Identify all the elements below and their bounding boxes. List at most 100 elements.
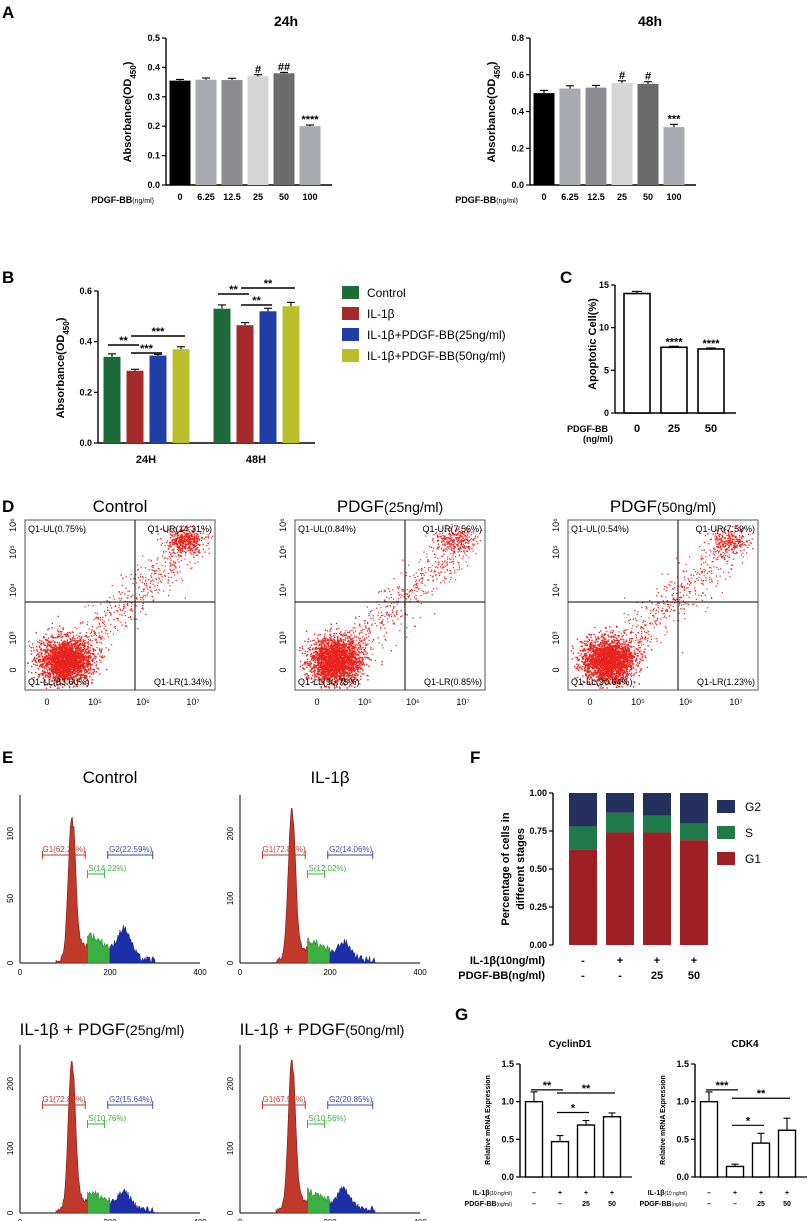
flow-plot-2-dot-ll <box>327 654 330 656</box>
flow-plot-2-dot-ll <box>329 634 332 636</box>
flow-plot-1-dot-mid <box>144 588 146 590</box>
flow-plot-2-dot-ll <box>335 657 338 660</box>
flow-plot-1-dot-ur <box>183 529 185 532</box>
flow-plot-1-dot-ur <box>181 536 183 538</box>
flow-plot-1-dot-ll <box>60 656 62 658</box>
flow-plot-2-dot-ll <box>320 651 322 654</box>
flow-plot-1-dot-ur <box>174 534 177 536</box>
chart-a-24h-y-tick-label: 0.5 <box>147 33 160 43</box>
flow-plot-1-dot-mid <box>156 578 158 580</box>
flow-plot-1-dot-ll <box>85 650 87 653</box>
flow-plot-2-dot-ll <box>351 662 354 664</box>
flow-plot-1-dot-ll <box>56 658 58 660</box>
flow-plot-2-dot-ll <box>340 674 342 676</box>
flow-plot-1-dot-ll <box>66 641 68 643</box>
flow-plot-2-dot-ll <box>338 671 341 673</box>
flow-plot-1-dot-mid <box>99 650 101 652</box>
flow-plot-1-dot-mid <box>96 627 98 629</box>
flow-plot-2-dot-ll <box>342 657 344 659</box>
flow-plot-1-dot-ll <box>50 651 52 654</box>
flow-plot-1-dot-mid <box>167 580 169 582</box>
flow-plot-2-dot-ll <box>302 668 305 670</box>
flow-plot-1-dot-ll <box>57 630 59 632</box>
flow-plot-2-dot-ll <box>339 647 342 649</box>
flow-plot-1-dot-mid <box>150 580 152 583</box>
flow-plot-2-dot-ll <box>315 650 317 653</box>
flow-plot-2-dot-ll <box>325 655 327 658</box>
flow-plot-1-dot-ll <box>61 635 64 638</box>
flow-plot-2-dot-ll <box>367 679 369 681</box>
flow-plot-1-dot-ll <box>75 676 78 678</box>
flow-plot-1-dot-ll <box>56 673 59 675</box>
flow-plot-1-dot-ll <box>74 682 76 685</box>
flow-plot-1-dot-mid <box>148 579 150 581</box>
flow-plot-2-dot-ll <box>356 653 359 655</box>
flow-plot-1-dot-ll <box>48 673 50 676</box>
flow-plot-1-dot-mid <box>147 592 149 594</box>
flow-plot-1-dot-ll <box>51 656 54 658</box>
flow-plot-1-dot-ur <box>175 538 178 540</box>
flow-plot-1-dot-ll <box>82 646 85 649</box>
flow-plot-2-dot-ll <box>354 657 357 659</box>
flow-plot-1-dot-ur <box>180 548 182 551</box>
chart-a-48h-x-tick-label: 50 <box>643 192 653 202</box>
flow-plot-1-dot-ll <box>70 659 72 661</box>
flow-plot-1-dot-mid <box>85 659 87 661</box>
flow-plot-1-dot-ll <box>82 639 84 641</box>
flow-plot-2-dot-ll <box>317 673 319 675</box>
flow-plot-1-dot-ll <box>87 663 89 666</box>
flow-plot-2-dot-ll <box>301 648 304 650</box>
flow-plot-1-dot-ll <box>95 671 98 673</box>
flow-plot-1-dot-mid <box>107 636 109 638</box>
flow-plot-1-dot-ll <box>33 658 35 660</box>
flow-plot-1-dot-mid <box>63 644 65 646</box>
flow-plot-2-title: PDGF(25ng/ml) <box>337 497 443 516</box>
flow-plot-1-dot-ur <box>190 535 192 538</box>
flow-plot-1-dot-ll <box>57 674 60 677</box>
flow-plot-1-dot-ll <box>69 646 72 648</box>
flow-plot-1-dot-mid <box>131 603 133 605</box>
flow-plot-2-dot-ll <box>327 679 329 681</box>
flow-plot-1-dot-ur <box>174 542 177 545</box>
flow-plot-1-dot-ll <box>53 683 55 685</box>
flow-plot-1-dot-ll <box>65 633 68 635</box>
flow-plot-1-dot-mid <box>152 600 154 602</box>
flow-plot-1-dot-ur <box>171 535 174 537</box>
flow-plot-1-dot-ll <box>91 660 94 662</box>
flow-plot-2-dot-ll <box>314 669 316 672</box>
flow-plot-1-dot-ur <box>189 547 191 549</box>
flow-plot-1-dot-ll <box>51 655 54 657</box>
flow-plot-1-dot-ll <box>89 639 91 642</box>
flow-plot-1-dot-ur <box>192 532 195 534</box>
flow-plot-1-dot-ll <box>85 655 87 657</box>
flow-plot-1-dot-mid <box>148 569 150 571</box>
flow-plot-1-dot-mid <box>100 661 102 663</box>
flow-plot-1-dot-mid <box>150 580 152 582</box>
flow-plot-2-dot-ll <box>323 678 326 680</box>
flow-plot-1-dot-mid <box>163 550 165 552</box>
flow-plot-1-dot-ll <box>66 672 69 674</box>
flow-plot-1-dot-ll <box>88 675 91 678</box>
flow-plot-1-dot-ll <box>60 666 62 669</box>
flow-plot-1-dot-ll <box>72 667 75 669</box>
flow-plot-1-dot-ll <box>80 646 82 649</box>
flow-plot-2-dot-ll <box>361 668 363 670</box>
flow-plot-1-dot-ll <box>61 654 63 656</box>
flow-plot-1-dot-ll <box>53 662 56 664</box>
flow-plot-1-dot-ll <box>73 663 76 665</box>
flow-plot-1-dot-ll <box>74 641 77 643</box>
flow-plot-1-dot-mid <box>143 594 145 596</box>
flow-plot-2-dots <box>299 523 483 689</box>
flow-plot-1-dot-ur <box>172 552 174 554</box>
flow-plot-1-dot-ll <box>61 672 63 674</box>
flow-plot-2-dot-ll <box>307 647 310 650</box>
flow-plot-2-dot-ll <box>355 636 358 638</box>
flow-plot-1-dot-ll <box>44 656 46 658</box>
flow-plot-1-dot-ur <box>191 533 193 535</box>
flow-plot-1-dot-mid <box>85 632 88 634</box>
flow-plot-1-dot-ur <box>180 559 183 562</box>
flow-plot-2-dot-ll <box>334 641 337 644</box>
flow-plot-2-dot-ll <box>325 639 327 642</box>
flow-plot-1-dot-mid <box>165 550 167 553</box>
flow-plot-1-dot-mid <box>140 611 142 613</box>
